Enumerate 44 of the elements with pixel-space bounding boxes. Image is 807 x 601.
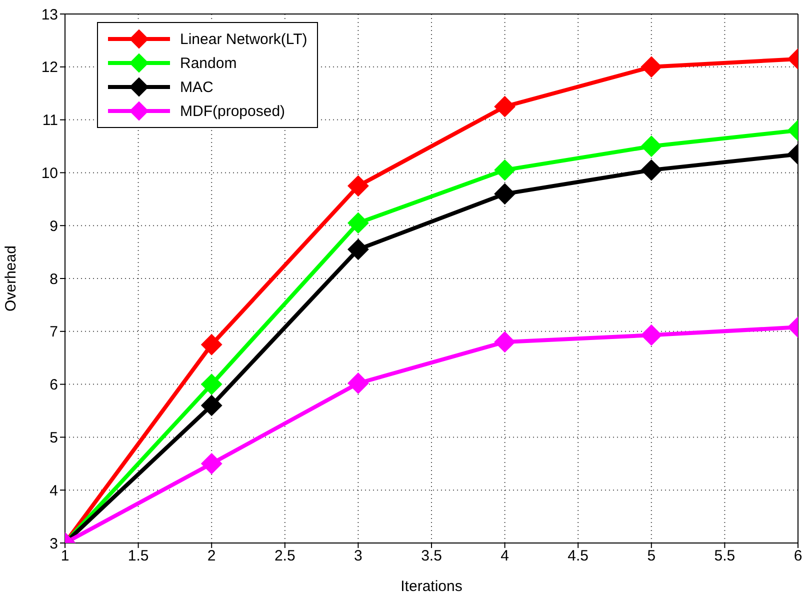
point	[640, 160, 662, 181]
y-tick-label: 5	[50, 430, 58, 447]
y-tick-label: 9	[50, 218, 58, 235]
legend-label: MDF(proposed)	[180, 102, 286, 120]
point	[201, 334, 222, 356]
point	[640, 324, 662, 346]
point	[494, 183, 516, 204]
point	[348, 212, 369, 234]
point	[640, 136, 662, 157]
point	[494, 331, 516, 352]
x-tick-label: 3.5	[421, 548, 442, 565]
x-tick-label: 3	[354, 548, 362, 565]
legend-label: MAC	[180, 78, 214, 96]
point	[348, 372, 369, 394]
x-tick-label: 4.5	[568, 548, 589, 565]
y-tick-label: 10	[41, 165, 58, 182]
point	[201, 453, 222, 474]
y-tick-label: 3	[50, 535, 58, 552]
x-axis-title: Iterations	[400, 578, 462, 595]
x-tick-label: 2.5	[274, 548, 296, 565]
point	[201, 394, 222, 416]
y-tick-label: 11	[42, 112, 58, 130]
x-tick-label: 5.5	[714, 548, 736, 565]
point	[640, 56, 662, 78]
y-tick-label: 8	[50, 270, 58, 288]
legend-label: Random	[180, 54, 237, 72]
y-tick-label: 7	[50, 324, 58, 341]
point	[494, 160, 516, 181]
x-tick-label: 2	[207, 548, 216, 565]
y-axis-title: Overhead	[2, 246, 20, 312]
legend-label: Linear Network(LT)	[180, 30, 308, 48]
y-tick-label: 12	[41, 59, 58, 76]
x-tick-label: 4	[500, 548, 509, 565]
x-tick-label: 5	[647, 548, 656, 565]
x-tick-label: 1.5	[128, 548, 149, 565]
x-tick-label: 6	[794, 548, 802, 565]
point	[201, 374, 222, 395]
point	[494, 96, 516, 118]
y-tick-label: 6	[50, 376, 58, 394]
x-tick-label: 1	[60, 548, 70, 565]
point	[348, 175, 369, 196]
point	[348, 238, 369, 260]
y-tick-label: 13	[41, 6, 58, 24]
y-tick-label: 4	[50, 482, 58, 500]
